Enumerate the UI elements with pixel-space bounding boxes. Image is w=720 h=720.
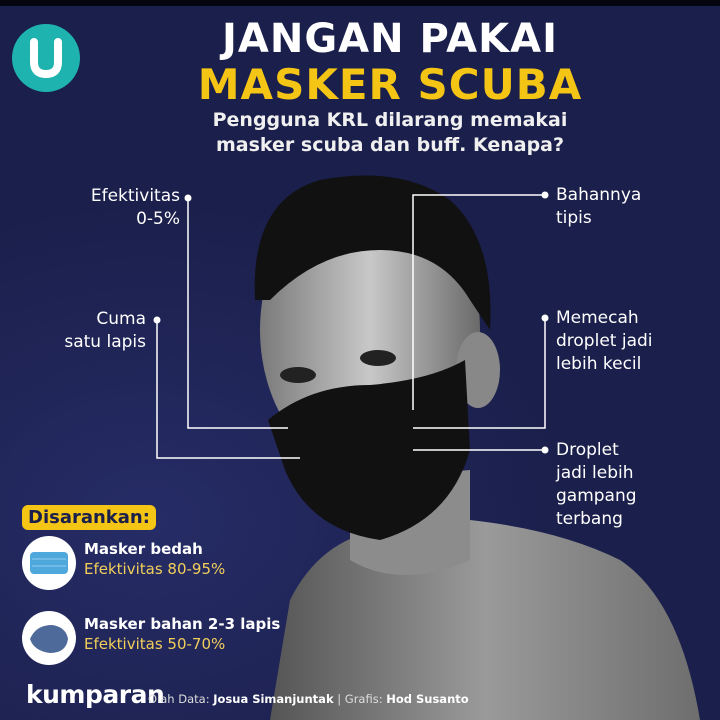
credits: Olah Data: Josua Simanjuntak | Grafis: H… <box>148 692 469 706</box>
callout-droplets-fly: Droplet jadi lebih gampang terbang <box>556 439 637 531</box>
recommendation-name: Masker bahan 2-3 lapis <box>84 615 281 633</box>
recommended-badge: Disarankan: <box>22 505 156 530</box>
callout-text: satu lapis <box>64 332 146 352</box>
callout-text: jadi lebih <box>556 463 634 483</box>
kumparan-logo: kumparan <box>26 680 165 709</box>
callout-effectiveness: Efektivitas 0-5% <box>91 185 180 231</box>
subtitle-line: Pengguna KRL dilarang memakai <box>212 109 568 131</box>
recommendation-surgical: Masker bedah Efektivitas 80-95% <box>22 536 442 596</box>
title-line-2: MASKER SCUBA <box>197 60 583 109</box>
top-strip <box>0 0 720 6</box>
callout-lines <box>156 194 546 459</box>
callout-text: tipis <box>556 208 592 228</box>
callout-text: Efektivitas <box>90 186 180 206</box>
callout-text: Memecah <box>556 308 639 328</box>
credit-separator: | <box>337 692 342 706</box>
callout-text: gampang <box>556 486 637 506</box>
callout-text: Bahannya <box>556 185 642 205</box>
cloth-mask-icon <box>22 611 76 665</box>
recommendation-name: Masker bedah <box>84 540 203 558</box>
u-logo-icon <box>12 24 80 92</box>
callout-text: 0-5% <box>136 209 180 229</box>
credit-label: Grafis: <box>344 692 383 706</box>
recommendation-cloth: Masker bahan 2-3 lapis Efektivitas 50-70… <box>22 611 442 671</box>
recommendation-effectiveness: Efektivitas 50-70% <box>84 635 226 653</box>
credit-name: Josua Simanjuntak <box>213 692 334 706</box>
callout-text: droplet jadi <box>556 331 653 351</box>
callout-text: Droplet <box>556 440 619 460</box>
ear <box>456 332 500 408</box>
scuba-mask <box>268 360 470 540</box>
callout-text: lebih kecil <box>556 354 642 374</box>
callout-dots <box>153 191 549 454</box>
callout-single-layer: Cuma satu lapis <box>64 308 146 354</box>
callout-text: terbang <box>556 509 623 529</box>
hair <box>254 175 491 330</box>
surgical-mask-icon <box>22 536 76 590</box>
callout-thin-material: Bahannya tipis <box>556 184 641 230</box>
subtitle: Pengguna KRL dilarang memakai masker scu… <box>150 108 630 158</box>
credit-label: Olah Data: <box>148 692 210 706</box>
credit-name: Hod Susanto <box>386 692 469 706</box>
title-line-1: JANGAN PAKAI <box>222 16 558 62</box>
callout-text: Cuma <box>96 309 146 329</box>
right-eye <box>360 350 396 366</box>
recommendation-effectiveness: Efektivitas 80-95% <box>84 560 226 578</box>
left-eye <box>280 367 316 383</box>
subtitle-line: masker scuba dan buff. Kenapa? <box>215 134 565 156</box>
callout-splits-droplets: Memecah droplet jadi lebih kecil <box>556 307 653 376</box>
